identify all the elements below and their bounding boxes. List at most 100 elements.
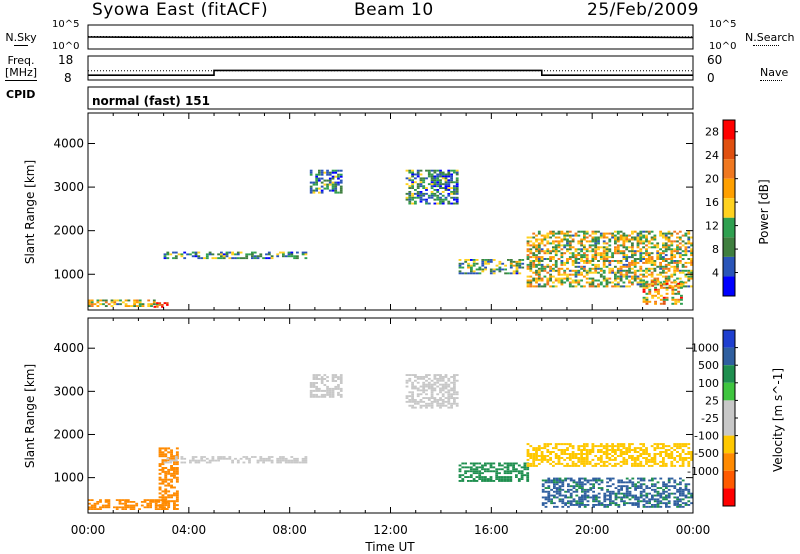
echo-cell: [447, 395, 451, 398]
echo-cell: [664, 462, 668, 465]
echo-cell: [425, 397, 428, 399]
echo-cell: [170, 468, 173, 471]
echo-cell: [220, 257, 223, 260]
echo-cell: [158, 476, 162, 479]
echo-cell: [121, 301, 125, 304]
echo-cell: [422, 377, 426, 380]
echo-cell: [647, 258, 651, 260]
echo-cell: [328, 177, 332, 180]
echo-cell: [662, 232, 665, 235]
echo-cell: [568, 234, 572, 237]
colorbar-segment: [723, 237, 735, 257]
echo-cell: [567, 500, 570, 503]
echo-cell: [450, 173, 453, 176]
echo-cell: [453, 196, 456, 199]
echo-cell: [509, 264, 513, 267]
echo-cell: [647, 458, 651, 461]
echo-cell: [554, 285, 558, 288]
echo-cell: [173, 468, 176, 471]
echo-cell: [611, 269, 614, 272]
echo-cell: [225, 253, 229, 256]
echo-cell: [581, 504, 584, 506]
echo-cell: [639, 490, 643, 493]
echo-cell: [422, 376, 426, 378]
echo-cell: [405, 379, 409, 382]
echo-cell: [656, 256, 660, 259]
echo-cell: [161, 463, 165, 466]
echo-cell: [690, 453, 693, 455]
echo-cell: [251, 257, 254, 260]
echo-cell: [164, 447, 168, 450]
echo-cell: [639, 443, 643, 446]
echo-cell: [543, 265, 547, 268]
echo-cell: [411, 198, 414, 201]
echo-cell: [667, 244, 671, 247]
echo-cell: [337, 175, 340, 178]
echo-cell: [532, 455, 536, 457]
echo-cell: [301, 457, 305, 460]
echo-cell: [560, 248, 564, 251]
echo-cell: [549, 260, 552, 262]
echo-cell: [569, 504, 573, 506]
echo-cell: [444, 397, 448, 399]
echo-cell: [96, 305, 100, 307]
echo-cell: [433, 183, 437, 186]
echo-cell: [472, 272, 476, 275]
echo-cell: [472, 259, 476, 261]
echo-cell: [670, 250, 674, 253]
echo-cell: [467, 262, 470, 265]
echo-cell: [667, 240, 671, 243]
echo-cell: [439, 374, 442, 376]
echo-cell: [93, 502, 97, 505]
echo-cell: [220, 456, 223, 458]
freq-label-line2: [MHz]: [4, 66, 38, 79]
echo-cell: [208, 251, 212, 254]
echo-cell: [656, 487, 660, 489]
echo-cell: [157, 499, 161, 501]
echo-cell: [681, 505, 685, 508]
echo-cell: [605, 445, 609, 448]
frequency-panel: 18 8 60 0: [58, 53, 722, 85]
echo-cell: [622, 285, 626, 288]
echo-cell: [164, 449, 168, 452]
echo-cell: [575, 502, 579, 505]
echo-cell: [676, 451, 679, 453]
echo-cell: [167, 482, 171, 485]
echo-cell: [650, 457, 654, 459]
echo-cell: [616, 447, 620, 450]
echo-cell: [690, 451, 693, 453]
echo-cell: [133, 303, 136, 306]
echo-cell: [631, 477, 635, 480]
echo-cell: [492, 480, 496, 482]
echo-cell: [309, 391, 313, 394]
echo-cell: [425, 385, 428, 388]
echo-cell: [578, 505, 581, 508]
echo-cell: [645, 492, 649, 495]
echo-cell: [547, 477, 551, 480]
echo-cell: [506, 480, 510, 482]
echo-cell: [631, 494, 635, 497]
echo-cell: [662, 242, 665, 245]
echo-cell: [157, 508, 161, 510]
echo-cell: [662, 256, 665, 259]
echo-cell: [656, 258, 660, 260]
echo-cell: [616, 462, 620, 465]
echo-cell: [208, 459, 212, 462]
echo-cell: [453, 198, 456, 201]
echo-cell: [547, 481, 551, 484]
echo-cell: [318, 387, 321, 390]
echo-cell: [152, 499, 155, 501]
echo-cell: [670, 244, 674, 247]
echo-cell: [602, 256, 606, 259]
echo-cell: [99, 303, 103, 306]
echo-cell: [537, 285, 541, 288]
echo-cell: [622, 447, 626, 450]
echo-cell: [684, 252, 688, 255]
echo-cell: [642, 281, 645, 284]
echo-cell: [339, 185, 343, 188]
echo-cell: [175, 470, 179, 473]
echo-cell: [622, 458, 626, 461]
echo-cell: [678, 457, 682, 459]
echo-cell: [583, 443, 586, 446]
echo-cell: [654, 294, 657, 297]
